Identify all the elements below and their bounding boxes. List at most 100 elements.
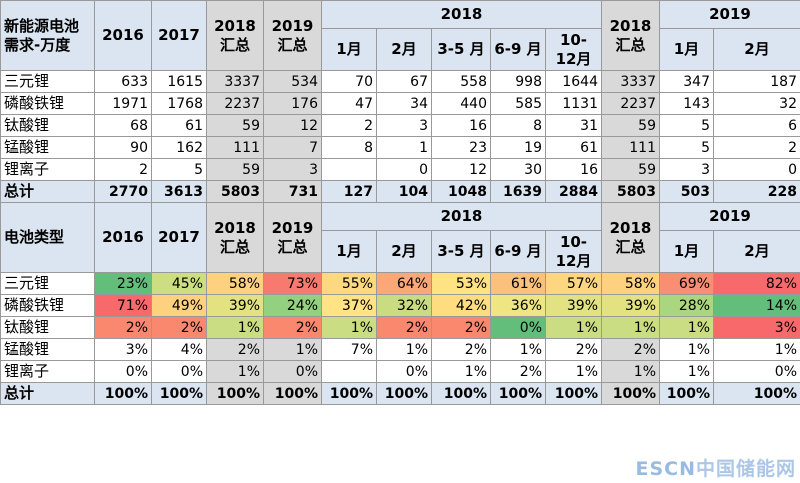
- data-cell: 58%: [206, 272, 264, 295]
- data-cell: 440: [431, 92, 491, 115]
- month-header: 3-5 月: [431, 230, 491, 273]
- data-cell: 0%: [94, 360, 152, 383]
- data-cell: 61: [151, 114, 207, 137]
- data-cell: 59: [601, 158, 660, 181]
- data-cell: 59: [601, 114, 660, 137]
- data-cell: 24%: [263, 294, 322, 317]
- month-header: 1月: [321, 28, 377, 71]
- data-cell: 12: [431, 158, 491, 181]
- data-cell: 0%: [376, 360, 432, 383]
- total-cell: 228: [713, 180, 800, 203]
- data-cell: 0: [376, 158, 432, 181]
- data-cell: 73%: [263, 272, 322, 295]
- data-cell: 19: [490, 136, 546, 159]
- data-cell: 2%: [376, 316, 432, 339]
- data-cell: 16: [545, 158, 602, 181]
- data-cell: 30: [490, 158, 546, 181]
- total-cell: 1639: [490, 180, 546, 203]
- data-cell: 585: [490, 92, 546, 115]
- table-row: 锂离子 0% 0% 1% 0% 0% 1% 2% 1% 1% 1% 0%: [0, 360, 800, 383]
- table1-corner-header: 新能源电池需求-万度: [0, 0, 95, 71]
- total-row: 总计 2770 3613 5803 731 127 104 1048 1639 2884 5803 5…: [0, 180, 800, 203]
- battery-demand-table: 新能源电池需求-万度 2016 2017 2018 汇总 2019 汇总 2018 2018…: [0, 0, 800, 405]
- sum-2018-header: 2018 汇总: [601, 0, 660, 71]
- data-cell: 534: [263, 70, 322, 93]
- sum-2018-header: 2018 汇总: [206, 202, 264, 273]
- data-cell: 176: [263, 92, 322, 115]
- total-cell: 731: [263, 180, 322, 203]
- data-cell: [321, 360, 377, 383]
- data-cell: 39%: [601, 294, 660, 317]
- data-cell: 2: [94, 158, 152, 181]
- total-cell: 100%: [263, 382, 322, 405]
- data-cell: 28%: [659, 294, 714, 317]
- month-header: 6-9 月: [490, 28, 546, 71]
- table-row: 钛酸锂 68 61 59 12 2 3 16 8 31 59 5 6: [0, 114, 800, 137]
- data-cell: 3337: [601, 70, 660, 93]
- group-2018-header: 2018: [321, 0, 602, 29]
- total-cell: 100%: [545, 382, 602, 405]
- data-cell: 67: [376, 70, 432, 93]
- data-cell: 59: [206, 114, 264, 137]
- data-cell: 64%: [376, 272, 432, 295]
- data-cell: 0: [713, 158, 800, 181]
- data-cell: 3%: [713, 316, 800, 339]
- data-cell: 45%: [151, 272, 207, 295]
- table1-header-row: 新能源电池需求-万度 2016 2017 2018 汇总 2019 汇总 2018 2018…: [0, 0, 800, 71]
- total-cell: 2770: [94, 180, 152, 203]
- year-2017-header: 2017: [151, 0, 207, 71]
- data-cell: 2%: [263, 316, 322, 339]
- table-row: 磷酸铁锂 1971 1768 2237 176 47 34 440 585 1131 2237 143…: [0, 92, 800, 115]
- month-header: 1月: [659, 230, 714, 273]
- row-label: 钛酸锂: [0, 114, 95, 137]
- row-label: 锰酸锂: [0, 338, 95, 361]
- data-cell: 1%: [601, 316, 660, 339]
- data-cell: 68: [94, 114, 152, 137]
- month-header: 10- 12月: [545, 230, 602, 273]
- data-cell: 3: [659, 158, 714, 181]
- data-cell: 3337: [206, 70, 264, 93]
- data-cell: 558: [431, 70, 491, 93]
- table-row: 锰酸锂 3% 4% 2% 1% 7% 1% 2% 1% 2% 2% 1% 1%: [0, 338, 800, 361]
- data-cell: 1: [376, 136, 432, 159]
- data-cell: 36%: [490, 294, 546, 317]
- data-cell: 143: [659, 92, 714, 115]
- data-cell: 0%: [713, 360, 800, 383]
- data-cell: 5: [659, 114, 714, 137]
- month-header: 2月: [376, 230, 432, 273]
- data-cell: 3: [263, 158, 322, 181]
- data-cell: 8: [490, 114, 546, 137]
- data-cell: 6: [713, 114, 800, 137]
- row-label: 钛酸锂: [0, 316, 95, 339]
- data-cell: 1%: [263, 338, 322, 361]
- data-cell: 1%: [713, 338, 800, 361]
- data-cell: 8: [321, 136, 377, 159]
- month-header: 2月: [713, 28, 800, 71]
- data-cell: 162: [151, 136, 207, 159]
- total-cell: 5803: [601, 180, 660, 203]
- sum-2019-header: 2019 汇总: [263, 202, 322, 273]
- data-cell: 1971: [94, 92, 152, 115]
- group-2019-header: 2019: [659, 0, 800, 29]
- table1-header-row: 1月 2月 3-5 月 6-9 月 10- 12月 1月 2月: [1, 28, 800, 71]
- data-cell: 1%: [545, 360, 602, 383]
- data-cell: 2%: [94, 316, 152, 339]
- data-cell: 57%: [545, 272, 602, 295]
- watermark-cn: 中国储能网: [695, 458, 796, 480]
- table2-corner-header: 电池类型: [0, 202, 95, 273]
- data-cell: [321, 158, 377, 181]
- year-2017-header: 2017: [151, 202, 207, 273]
- data-cell: 1%: [490, 338, 546, 361]
- group-2018-header: 2018: [321, 202, 602, 231]
- data-cell: 82%: [713, 272, 800, 295]
- row-label: 磷酸铁锂: [0, 92, 95, 115]
- data-cell: 2%: [545, 338, 602, 361]
- total-cell: 3613: [151, 180, 207, 203]
- row-label: 磷酸铁锂: [0, 294, 95, 317]
- month-header: 1月: [659, 28, 714, 71]
- data-cell: 1%: [659, 360, 714, 383]
- data-cell: 23%: [94, 272, 152, 295]
- total-label: 总计: [0, 382, 95, 405]
- data-cell: 111: [206, 136, 264, 159]
- data-cell: 347: [659, 70, 714, 93]
